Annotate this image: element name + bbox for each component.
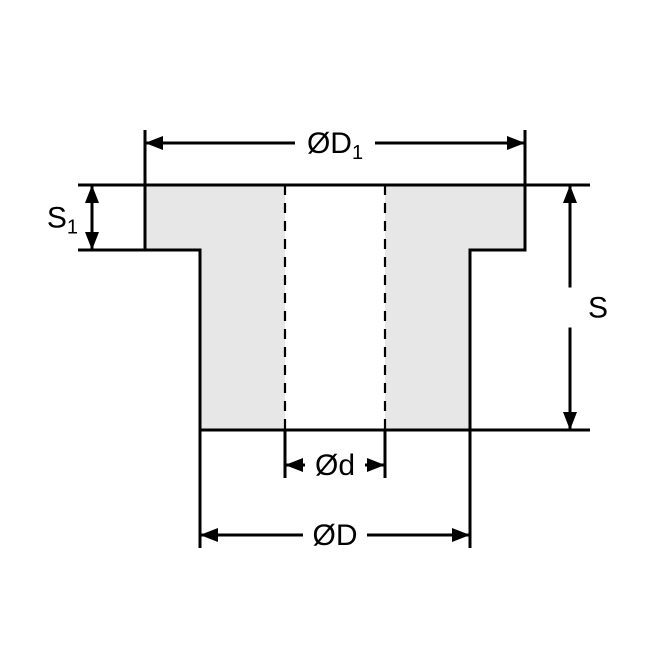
dim-S-label-bg [556, 288, 584, 328]
dim-D-label: ØD [313, 519, 358, 552]
dim-d-label: Ød [315, 449, 355, 482]
dim-S-arrow-bottom [563, 412, 577, 430]
dim-S-arrow-top [563, 185, 577, 203]
dim-S-label: S [588, 292, 608, 325]
dim-D1-arrow-right [507, 136, 525, 150]
bushing-cross-section-diagram: ØD1S1SØdØD [0, 0, 671, 670]
dim-S1-arrow-top [85, 185, 99, 203]
dim-D-arrow-left [200, 528, 218, 542]
section-material-right [385, 185, 525, 430]
dim-S1-label: S1 [47, 202, 78, 239]
dim-D-arrow-right [452, 528, 470, 542]
dim-d-arrow-left [285, 458, 303, 472]
dim-d-arrow-right [367, 458, 385, 472]
dim-S1-arrow-bottom [85, 232, 99, 250]
dim-D1-arrow-left [145, 136, 163, 150]
section-material-left [145, 185, 285, 430]
